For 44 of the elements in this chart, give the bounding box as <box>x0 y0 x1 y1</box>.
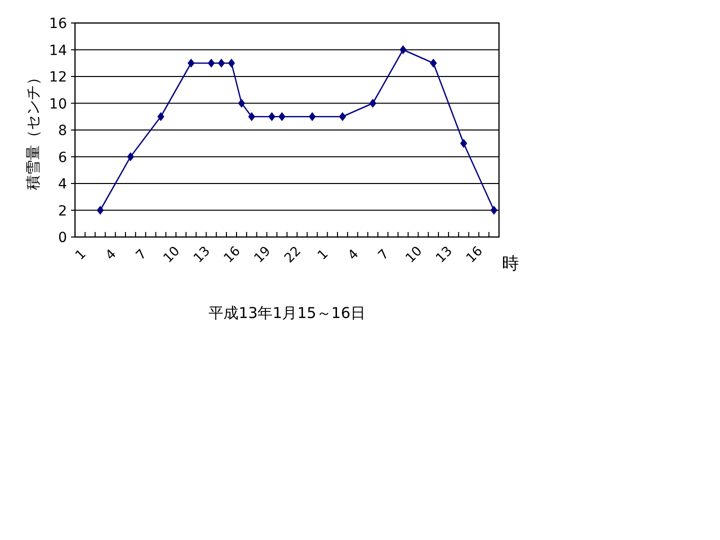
point <box>308 112 316 122</box>
y-tick-label: 0 <box>58 230 67 246</box>
y-tick-label: 4 <box>58 176 68 192</box>
y-tick-label: 12 <box>49 70 67 86</box>
x-tick-label: 4 <box>345 246 362 264</box>
point <box>208 58 215 68</box>
y-tick-label: 10 <box>49 96 67 112</box>
point <box>96 206 104 215</box>
x-tick-label: 10 <box>160 244 184 266</box>
point <box>460 138 468 148</box>
point <box>188 58 195 68</box>
point <box>430 58 437 68</box>
x-tick-label: 1 <box>72 246 90 264</box>
y-tick-label: 16 <box>49 16 68 32</box>
y-tick-label: 6 <box>58 150 68 166</box>
y-axis-title: 積雪量（センチ） <box>24 70 42 190</box>
y-tick-label: 8 <box>58 123 67 139</box>
point <box>238 98 246 108</box>
x-tick-label: 4 <box>103 246 120 264</box>
x-tick-label: 1 <box>315 246 332 264</box>
point <box>278 112 286 122</box>
y-tick-label: 14 <box>49 42 68 59</box>
x-tick-label: 13 <box>191 244 214 266</box>
y-tick-label: 2 <box>58 203 67 220</box>
x-tick-label: 13 <box>433 244 456 266</box>
x-tick-label: 16 <box>464 244 486 266</box>
point <box>268 112 276 122</box>
x-tick-label: 10 <box>403 244 426 266</box>
x-tick-label: 16 <box>221 244 244 266</box>
text: 時 <box>502 254 519 274</box>
point <box>490 206 498 215</box>
point <box>218 58 225 68</box>
x-tick-label: 7 <box>133 246 150 264</box>
point <box>228 58 235 68</box>
point <box>127 152 134 162</box>
x-tick-label: 7 <box>376 246 392 264</box>
point <box>339 112 346 122</box>
point <box>369 98 376 108</box>
point <box>400 45 407 54</box>
x-tick-label: 22 <box>282 244 304 266</box>
point <box>157 112 164 122</box>
x-axis-title: 平成13年1月15～16日 <box>208 304 366 322</box>
x-tick-label: 19 <box>252 244 274 266</box>
point <box>248 112 256 122</box>
